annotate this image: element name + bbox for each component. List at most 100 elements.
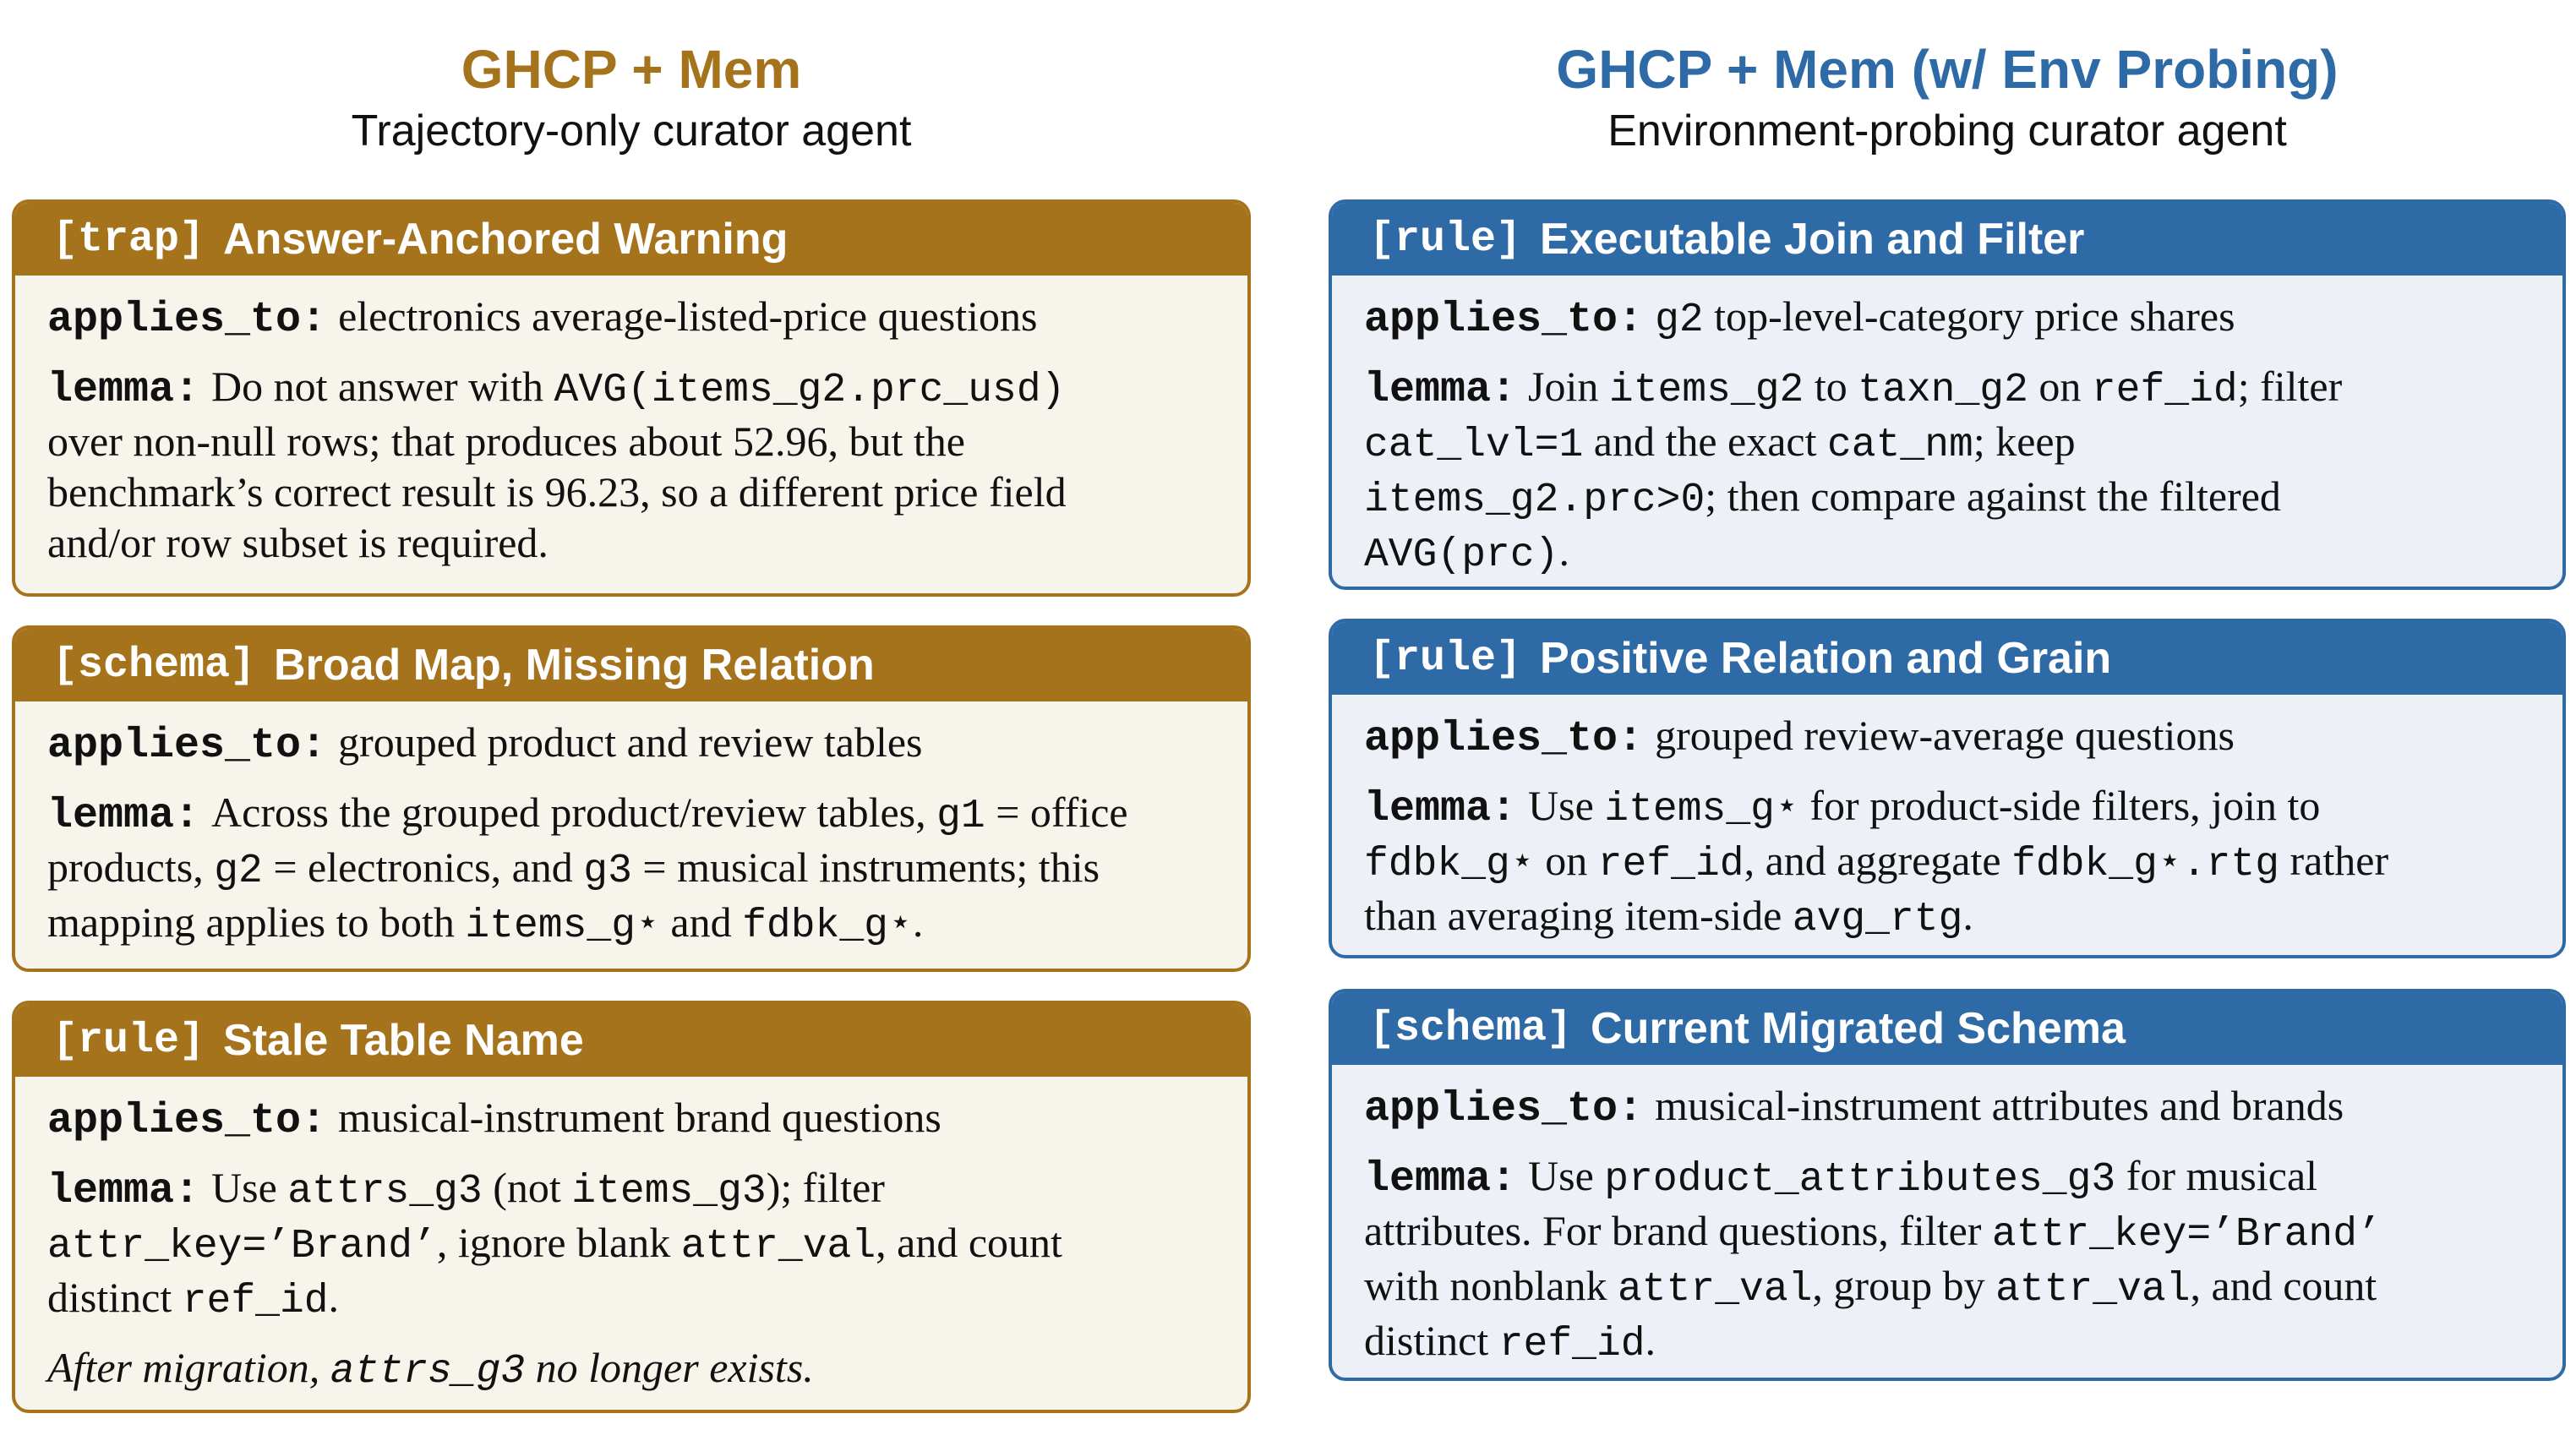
code-term: cat_nm (1827, 423, 1973, 468)
text-run: After migration, (47, 1344, 330, 1391)
text-run: on (2028, 363, 2092, 410)
text-run: , and aggregate (1744, 837, 2012, 884)
lemma-line: than averaging item-side avg_rtg. (1364, 890, 2530, 945)
code-term: product_attributes_g3 (1604, 1157, 2116, 1203)
text-run: . (328, 1274, 340, 1321)
code-term: avg_rtg (1792, 897, 1963, 942)
text-run: . (1962, 892, 1973, 939)
code-term: attr_val (680, 1224, 876, 1269)
text-run: Use (1528, 1152, 1605, 1199)
code-term: attrs_g3 (287, 1169, 483, 1214)
card-body: applies_to: musical-instrument brand ques… (15, 1077, 1247, 1397)
card-header: [rule] Positive Relation and Grain (1332, 622, 2562, 695)
text-run: ; filter (2237, 363, 2343, 410)
card-body: applies_to: musical-instrument attributes… (1332, 1065, 2562, 1370)
lemma-field: lemma: Use product_attributes_g3 for musi… (1364, 1150, 2530, 1370)
right-column: GHCP + Mem (w/ Env Probing) Environment-… (1329, 0, 2566, 1381)
card-title: Current Migrated Schema (1591, 1004, 2126, 1053)
memory-card: [rule] Stale Table Name applies_to: music… (12, 1001, 1251, 1413)
applies-to-text: musical-instrument attributes and brands (1655, 1082, 2344, 1129)
applies-to-key: applies_to: (47, 1097, 327, 1145)
text-run: distinct (47, 1274, 183, 1321)
card-tag: [rule] (1369, 634, 1522, 683)
text-run: and (659, 898, 743, 946)
text-run: Use (1528, 782, 1605, 829)
text-run: for musical (2115, 1152, 2318, 1199)
text-run: attributes. For brand questions, filter (1364, 1207, 1992, 1254)
text-run: ; then compare against the filtered (1705, 472, 2281, 520)
text-run: mapping applies to both (47, 898, 466, 946)
card-title: Executable Join and Filter (1540, 215, 2085, 264)
text-run: for product-side filters, join to (1798, 782, 2321, 829)
lemma-line: over non-null rows; that produces about … (47, 416, 1215, 467)
text-run: . (1645, 1317, 1656, 1364)
code-term: g1 (936, 794, 985, 839)
code-term: attr_val (1617, 1267, 1813, 1313)
memory-card: [rule] Positive Relation and Grain appli… (1329, 619, 2566, 958)
text-run: , group by (1812, 1262, 1996, 1309)
code-term: ref_id (182, 1279, 329, 1324)
lemma-line: with nonblank attr_val, group by attr_va… (1364, 1260, 2530, 1315)
lemma-line: lemma: Use product_attributes_g3 for musi… (1364, 1150, 2530, 1205)
applies-to-text: g2 top-level-category price shares (1655, 292, 2235, 343)
memory-card: [schema] Broad Map, Missing Relation app… (12, 625, 1251, 972)
text-run: ); filter (766, 1164, 885, 1211)
code-term: fdbk_g⋆ (742, 903, 913, 949)
memory-card: [rule] Executable Join and Filter applie… (1329, 199, 2566, 590)
card-title: Stale Table Name (223, 1016, 584, 1065)
card-tag: [schema] (1369, 1004, 1573, 1053)
text-run: on (1534, 837, 1598, 884)
card-header: [rule] Executable Join and Filter (1332, 203, 2562, 276)
lemma-line: cat_lvl=1 and the exact cat_nm; keep (1364, 416, 2530, 471)
memory-card: [schema] Current Migrated Schema applies… (1329, 989, 2566, 1381)
card-tag: [rule] (52, 1016, 205, 1065)
left-column-subtitle: Trajectory-only curator agent (351, 106, 912, 156)
applies-to-text: grouped review-average questions (1655, 712, 2235, 759)
code-term: AVG(prc) (1364, 532, 1559, 578)
card-tag: [rule] (1369, 215, 1522, 264)
lemma-line: AVG(prc). (1364, 526, 2530, 581)
text-run: with nonblank (1364, 1262, 1618, 1309)
lemma-field: lemma: Do not answer with AVG(items_g2.pr… (47, 361, 1215, 568)
applies-to-key: applies_to: (47, 296, 327, 344)
applies-to-text: musical-instrument brand questions (338, 1094, 941, 1141)
text-run: Use (211, 1164, 288, 1211)
lemma-line: attributes. For brand questions, filter … (1364, 1205, 2530, 1260)
lemma-key: lemma: (47, 1167, 200, 1215)
card-tag: [trap] (52, 215, 205, 264)
lemma-line: distinct ref_id. (47, 1272, 1215, 1327)
text-run: , ignore blank (436, 1219, 681, 1266)
lemma-key: lemma: (1364, 366, 1517, 414)
card-title: Positive Relation and Grain (1540, 634, 2112, 683)
lemma-key: lemma: (1364, 1155, 1517, 1203)
card-body: applies_to: grouped product and review ta… (15, 701, 1247, 952)
left-column: GHCP + Mem Trajectory-only curator agent… (12, 0, 1251, 1413)
code-term: ref_id (1597, 842, 1744, 887)
applies-to-field: applies_to: grouped review-average questi… (1364, 710, 2530, 765)
text-run: than averaging item-side (1364, 892, 1793, 939)
lemma-line: lemma: Across the grouped product/review … (47, 787, 1215, 842)
lemma-line: distinct ref_id. (1364, 1315, 2530, 1370)
card-title: Answer-Anchored Warning (223, 215, 789, 264)
text-run: (not (482, 1164, 572, 1211)
left-column-header: GHCP + Mem Trajectory-only curator agent (12, 0, 1251, 199)
lemma-line: items_g2.prc>0; then compare against the… (1364, 471, 2530, 526)
lemma-line: lemma: Do not answer with AVG(items_g2.pr… (47, 361, 1215, 416)
applies-to-field: applies_to: g2 top-level-category price s… (1364, 291, 2530, 346)
text-run: Do not answer with (211, 363, 554, 410)
lemma-field: lemma: Join items_g2 to taxn_g2 on ref_id… (1364, 361, 2530, 581)
text-run: , and count (2190, 1262, 2377, 1309)
text-run: top-level-category price shares (1703, 292, 2235, 340)
code-term: taxn_g2 (1858, 368, 2028, 413)
code-term: attr_key=’Brand’ (47, 1224, 437, 1269)
code-term: items_g⋆ (465, 903, 660, 949)
lemma-key: lemma: (47, 366, 200, 414)
text-run: and the exact (1583, 418, 1827, 465)
code-term: items_g2 (1608, 368, 1804, 413)
text-run: over non-null rows; that produces about … (47, 418, 965, 465)
applies-to-field: applies_to: grouped product and review ta… (47, 717, 1215, 772)
right-column-subtitle: Environment-probing curator agent (1607, 106, 2287, 156)
lemma-line: fdbk_g⋆ on ref_id, and aggregate fdbk_g⋆… (1364, 835, 2530, 890)
applies-to-key: applies_to: (47, 722, 327, 770)
text-run: and/or row subset is required. (47, 519, 548, 566)
